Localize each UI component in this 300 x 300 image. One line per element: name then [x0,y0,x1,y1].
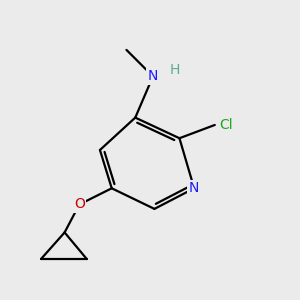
Text: N: N [148,69,158,83]
Text: Cl: Cl [219,118,233,132]
Text: N: N [189,181,200,195]
Text: O: O [74,197,85,212]
Text: H: H [170,64,180,77]
